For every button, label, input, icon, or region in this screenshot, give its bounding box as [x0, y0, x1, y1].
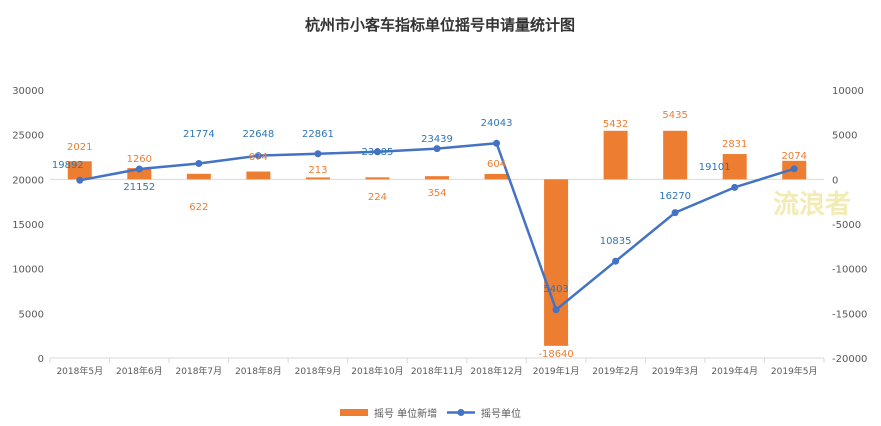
- bar: [127, 168, 152, 180]
- legend-line-marker: [457, 409, 465, 416]
- bar-data-label: 224: [368, 192, 387, 203]
- bar-data-label: -18640: [538, 349, 573, 360]
- bar: [365, 177, 390, 180]
- x-tick-label: 2018年12月: [470, 365, 522, 377]
- x-tick-label: 2019年5月: [771, 365, 818, 377]
- line-series: [76, 139, 798, 314]
- bar: [722, 154, 747, 180]
- x-tick-label: 2018年10月: [351, 365, 403, 377]
- y-left-tick-label: 30000: [12, 86, 44, 97]
- line-data-label: 19892: [52, 160, 84, 171]
- x-tick-label: 2019年1月: [533, 365, 580, 377]
- bar: [305, 177, 330, 180]
- x-tick-label: 2018年9月: [295, 365, 342, 377]
- bar: [484, 173, 509, 180]
- bar-data-label: 2021: [67, 142, 92, 153]
- bar-data-label: 5432: [603, 119, 628, 130]
- bar-data-label: 5435: [662, 110, 687, 121]
- line-point: [135, 165, 143, 173]
- line-data-label: 5403: [543, 284, 568, 295]
- line-point: [493, 139, 501, 147]
- bar-data-label: 622: [189, 202, 208, 213]
- bar-data-label: 1260: [127, 154, 152, 165]
- line-point: [612, 257, 620, 265]
- x-tick-label: 2019年3月: [652, 365, 699, 377]
- y-right-tick-label: -20000: [832, 354, 867, 365]
- watermark: 流浪者: [773, 189, 851, 220]
- line-data-label: 22861: [302, 129, 334, 140]
- bar: [67, 161, 92, 180]
- line-data-label: 21152: [123, 182, 155, 193]
- y-left-tick-label: 20000: [12, 175, 44, 186]
- bar-data-label: 604: [487, 159, 506, 170]
- legend-bar-label: 摇号 单位新增: [374, 407, 437, 420]
- line-point: [195, 159, 203, 167]
- line-point: [790, 165, 798, 173]
- bar-data-label: 213: [308, 165, 327, 176]
- bar-data-label: 2831: [722, 139, 747, 150]
- x-tick-label: 2018年8月: [235, 365, 282, 377]
- y-right-tick-label: 0: [832, 175, 838, 186]
- x-tick-label: 2018年11月: [411, 365, 463, 377]
- line-point: [76, 176, 84, 184]
- line-point: [671, 209, 679, 217]
- y-left-tick-label: 25000: [12, 131, 44, 142]
- line-point: [731, 183, 739, 191]
- y-right-tick-label: -15000: [832, 309, 867, 320]
- y-right-tick-label: -5000: [832, 220, 861, 231]
- x-tick-label: 2019年2月: [592, 365, 639, 377]
- line-data-label: 16270: [659, 191, 691, 202]
- bar: [186, 173, 211, 180]
- bar: [603, 130, 628, 180]
- bar-series: [67, 130, 807, 346]
- line-point: [552, 306, 560, 314]
- bar: [663, 130, 688, 180]
- bar-data-label: 2074: [782, 151, 807, 162]
- bar-data-label: 874: [249, 152, 268, 163]
- bar: [246, 171, 271, 180]
- y-right-tick-label: 5000: [832, 131, 857, 142]
- x-tick-label: 2018年6月: [116, 365, 163, 377]
- line-data-label: 21774: [183, 129, 215, 140]
- bar: [544, 179, 569, 346]
- y-right-tick-label: 10000: [832, 86, 864, 97]
- x-tick-label: 2019年4月: [711, 365, 758, 377]
- axes: 0 5000 10000 15000 20000 25000 30000 -20000 -150…: [12, 86, 867, 377]
- legend-bar-swatch: [340, 409, 368, 416]
- line-data-label: 22648: [242, 129, 274, 140]
- line-data-label: 19101: [699, 162, 731, 173]
- chart-title: 杭州市小客车指标单位摇号申请量统计图: [305, 16, 575, 34]
- x-tick-label: 2018年7月: [176, 365, 223, 377]
- data-labels: 2021 1260 622 874 213 224 354 604 -18640 5432 5435…: [52, 110, 807, 360]
- y-left-tick-label: 15000: [12, 220, 44, 231]
- line-point: [373, 148, 381, 156]
- bar: [425, 176, 449, 180]
- line-data-label: 23439: [421, 134, 453, 145]
- line-data-label: 23085: [362, 147, 394, 158]
- legend: 摇号 单位新增 摇号单位: [340, 407, 521, 420]
- bar-data-label: 354: [427, 188, 446, 199]
- x-tick-label: 2018年5月: [56, 365, 103, 377]
- y-left-tick-label: 0: [38, 354, 44, 365]
- line-data-label: 10835: [600, 236, 632, 247]
- line-point: [254, 152, 262, 160]
- line-point: [433, 145, 441, 153]
- line-data-label: 24043: [481, 118, 513, 129]
- y-left-tick-label: 10000: [12, 265, 44, 276]
- y-left-tick-label: 5000: [19, 309, 44, 320]
- line-point: [314, 150, 322, 158]
- y-right-tick-label: -10000: [832, 265, 867, 276]
- legend-line-label: 摇号单位: [481, 407, 521, 420]
